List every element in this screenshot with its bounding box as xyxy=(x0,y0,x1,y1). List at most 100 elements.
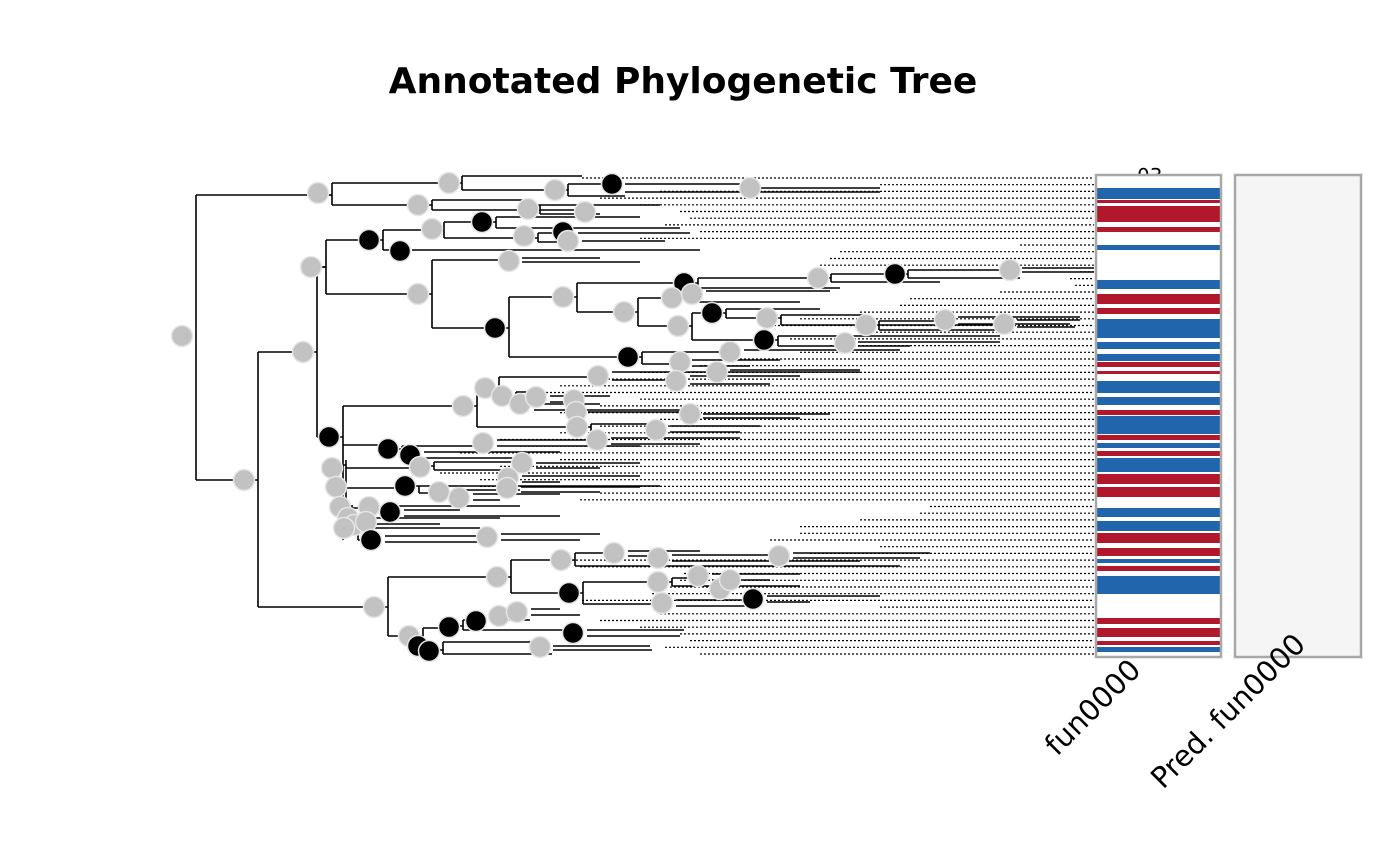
annotation-stripe-present xyxy=(1097,294,1220,304)
unannotated-node xyxy=(933,308,957,332)
predicted-annotation-panel xyxy=(1233,173,1363,659)
annotated-node xyxy=(417,639,441,663)
unannotated-node xyxy=(718,340,742,364)
annotated-node xyxy=(883,262,907,286)
column-label-observed: fun0000 xyxy=(1038,653,1147,762)
annotation-stripes xyxy=(1097,188,1220,652)
annotation-stripe-present xyxy=(1097,227,1220,232)
unannotated-node xyxy=(646,546,670,570)
tree-branches xyxy=(195,175,1094,655)
annotated-node xyxy=(388,239,412,263)
unannotated-node xyxy=(678,402,702,426)
annotated-node xyxy=(700,301,724,325)
annotation-stripe-absent xyxy=(1097,458,1220,472)
annotation-stripe-present xyxy=(1097,548,1220,556)
unannotated-node xyxy=(602,541,626,565)
unannotated-node xyxy=(320,456,344,480)
annotation-stripe-present xyxy=(1097,435,1220,440)
annotation-stripe-absent xyxy=(1097,443,1220,448)
annotation-stripe-present xyxy=(1097,410,1220,415)
annotated-node xyxy=(359,528,383,552)
annotated-node xyxy=(483,316,507,340)
unannotated-node xyxy=(650,591,674,615)
branch xyxy=(502,391,830,419)
annotation-stripe-absent xyxy=(1097,397,1220,405)
annotated-node xyxy=(464,609,488,633)
tree xyxy=(170,171,1094,663)
unannotated-node xyxy=(565,415,589,439)
unannotated-node xyxy=(485,565,509,589)
annotation-stripe-present xyxy=(1097,618,1220,624)
annotation-stripe-absent xyxy=(1097,508,1220,517)
unannotated-node xyxy=(549,548,573,572)
unannotated-node xyxy=(437,171,461,195)
annotation-stripe-absent xyxy=(1097,559,1220,563)
unannotated-node xyxy=(510,451,534,475)
unannotated-node xyxy=(755,306,779,330)
unannotated-node xyxy=(992,312,1016,336)
unannotated-node xyxy=(644,418,668,442)
unannotated-node xyxy=(516,197,540,221)
annotation-stripe-present xyxy=(1097,487,1220,497)
unannotated-node xyxy=(406,193,430,217)
annotated-node xyxy=(393,474,417,498)
unannotated-node xyxy=(505,600,529,624)
annotated-node xyxy=(616,345,640,369)
annotation-stripe-absent xyxy=(1097,381,1220,393)
unannotated-node xyxy=(497,249,521,273)
annotation-stripe-absent xyxy=(1097,280,1220,289)
tree-nodes xyxy=(170,171,1022,663)
annotation-stripe-present xyxy=(1097,362,1220,367)
unannotated-node xyxy=(664,369,688,393)
unannotated-node xyxy=(543,178,567,202)
unannotated-node xyxy=(528,635,552,659)
unannotated-node xyxy=(324,475,348,499)
branch xyxy=(418,257,640,329)
annotated-node xyxy=(752,328,776,352)
unannotated-node xyxy=(573,200,597,224)
unannotated-node xyxy=(767,544,791,568)
unannotated-node xyxy=(686,564,710,588)
observed-annotation-panel: 03 xyxy=(1094,164,1223,659)
annotation-stripe-present xyxy=(1097,451,1220,456)
unannotated-node xyxy=(170,324,194,348)
unannotated-node xyxy=(524,385,548,409)
unannotated-node xyxy=(495,476,519,500)
unannotated-node xyxy=(586,364,610,388)
predicted-panel-frame xyxy=(1233,173,1363,659)
unannotated-node xyxy=(551,285,575,309)
unannotated-node xyxy=(451,394,475,418)
annotated-node xyxy=(378,500,402,524)
annotation-stripe-absent xyxy=(1097,342,1220,349)
unannotated-node xyxy=(705,360,729,384)
annotated-node xyxy=(317,425,341,449)
observed-panel-frame xyxy=(1094,173,1223,659)
unannotated-node xyxy=(738,176,762,200)
annotation-stripe-absent xyxy=(1097,647,1220,652)
unannotated-node xyxy=(447,486,471,510)
annotation-stripe-present xyxy=(1097,628,1220,637)
branch xyxy=(258,351,374,608)
unannotated-node xyxy=(660,286,684,310)
annotation-stripe-absent xyxy=(1097,416,1220,434)
annotated-node xyxy=(437,615,461,639)
unannotated-node xyxy=(612,300,636,324)
annotation-stripe-present xyxy=(1097,200,1220,203)
unannotated-node xyxy=(668,350,692,374)
branch xyxy=(628,349,900,367)
unannotated-node xyxy=(471,431,495,455)
unannotated-node xyxy=(646,570,670,594)
unannotated-node xyxy=(475,525,499,549)
figure-title: Annotated Phylogenetic Tree xyxy=(389,61,978,102)
unannotated-node xyxy=(306,181,330,205)
annotation-stripe-present xyxy=(1097,206,1220,222)
unannotated-node xyxy=(427,480,451,504)
unannotated-node xyxy=(232,468,256,492)
unannotated-node xyxy=(666,314,690,338)
annotated-node xyxy=(357,228,381,252)
annotation-stripe-absent xyxy=(1097,188,1220,199)
annotation-stripe-present xyxy=(1097,566,1220,571)
unannotated-node xyxy=(299,255,323,279)
unannotated-node xyxy=(512,224,536,248)
